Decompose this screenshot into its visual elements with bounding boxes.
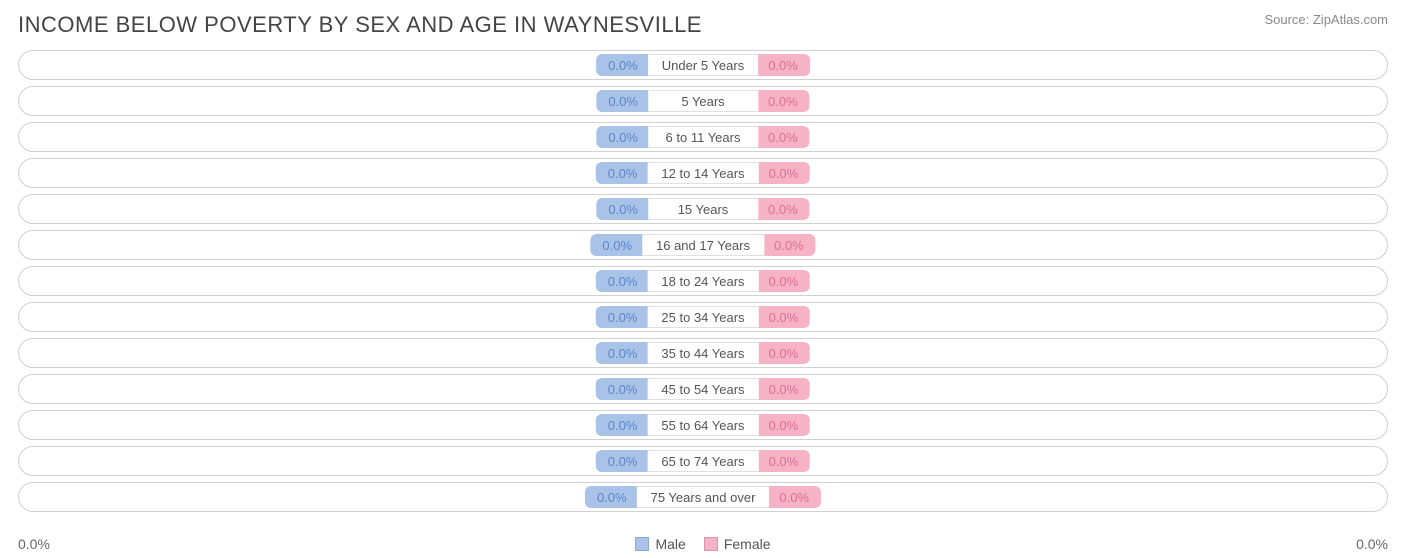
row-center-stack: 0.0%55 to 64 Years0.0%	[596, 414, 810, 436]
legend-swatch-male	[635, 537, 649, 551]
row-center-stack: 0.0%6 to 11 Years0.0%	[596, 126, 809, 148]
chart-row: 0.0%65 to 74 Years0.0%	[18, 444, 1388, 478]
row-category-label: 5 Years	[648, 90, 758, 112]
row-center-stack: 0.0%35 to 44 Years0.0%	[596, 342, 810, 364]
bar-female: 0.0%	[759, 342, 811, 364]
bar-male: 0.0%	[596, 306, 648, 328]
legend: Male Female	[635, 536, 770, 552]
bar-female: 0.0%	[759, 450, 811, 472]
row-center-stack: 0.0%Under 5 Years0.0%	[596, 54, 810, 76]
bar-male: 0.0%	[596, 54, 648, 76]
chart-title: INCOME BELOW POVERTY BY SEX AND AGE IN W…	[18, 12, 702, 38]
legend-item-male: Male	[635, 536, 685, 552]
chart-row: 0.0%55 to 64 Years0.0%	[18, 408, 1388, 442]
legend-label-female: Female	[724, 536, 771, 552]
bar-male: 0.0%	[596, 162, 648, 184]
row-category-label: 12 to 14 Years	[647, 162, 758, 184]
legend-item-female: Female	[704, 536, 771, 552]
chart-row: 0.0%15 Years0.0%	[18, 192, 1388, 226]
bar-female: 0.0%	[758, 54, 810, 76]
bar-female: 0.0%	[758, 198, 810, 220]
chart-row: 0.0%75 Years and over0.0%	[18, 480, 1388, 514]
bar-female: 0.0%	[759, 414, 811, 436]
bar-female: 0.0%	[764, 234, 816, 256]
bar-male: 0.0%	[590, 234, 642, 256]
source-label: Source: ZipAtlas.com	[1264, 12, 1388, 27]
bar-female: 0.0%	[758, 90, 810, 112]
bar-female: 0.0%	[759, 306, 811, 328]
legend-label-male: Male	[655, 536, 685, 552]
bar-male: 0.0%	[596, 378, 648, 400]
bar-male: 0.0%	[596, 198, 648, 220]
row-category-label: 75 Years and over	[637, 486, 770, 508]
bar-male: 0.0%	[596, 90, 648, 112]
row-center-stack: 0.0%12 to 14 Years0.0%	[596, 162, 810, 184]
row-center-stack: 0.0%15 Years0.0%	[596, 198, 809, 220]
axis-left-label: 0.0%	[18, 536, 50, 552]
chart-row: 0.0%6 to 11 Years0.0%	[18, 120, 1388, 154]
chart-row: 0.0%25 to 34 Years0.0%	[18, 300, 1388, 334]
diverging-bar-chart: 0.0%Under 5 Years0.0%0.0%5 Years0.0%0.0%…	[18, 48, 1388, 514]
bar-male: 0.0%	[596, 450, 648, 472]
bar-female: 0.0%	[769, 486, 821, 508]
chart-row: 0.0%12 to 14 Years0.0%	[18, 156, 1388, 190]
bar-male: 0.0%	[596, 414, 648, 436]
row-center-stack: 0.0%25 to 34 Years0.0%	[596, 306, 810, 328]
row-category-label: 45 to 54 Years	[647, 378, 758, 400]
chart-row: 0.0%Under 5 Years0.0%	[18, 48, 1388, 82]
chart-footer: 0.0% Male Female 0.0%	[18, 536, 1388, 552]
row-category-label: Under 5 Years	[648, 54, 758, 76]
row-center-stack: 0.0%18 to 24 Years0.0%	[596, 270, 810, 292]
row-category-label: 25 to 34 Years	[647, 306, 758, 328]
legend-swatch-female	[704, 537, 718, 551]
bar-female: 0.0%	[758, 126, 810, 148]
row-center-stack: 0.0%75 Years and over0.0%	[585, 486, 821, 508]
bar-female: 0.0%	[759, 378, 811, 400]
chart-row: 0.0%16 and 17 Years0.0%	[18, 228, 1388, 262]
bar-male: 0.0%	[596, 126, 648, 148]
axis-right-label: 0.0%	[1356, 536, 1388, 552]
bar-male: 0.0%	[585, 486, 637, 508]
row-center-stack: 0.0%65 to 74 Years0.0%	[596, 450, 810, 472]
chart-row: 0.0%35 to 44 Years0.0%	[18, 336, 1388, 370]
bar-female: 0.0%	[759, 162, 811, 184]
row-category-label: 6 to 11 Years	[648, 126, 758, 148]
row-category-label: 18 to 24 Years	[647, 270, 758, 292]
chart-row: 0.0%18 to 24 Years0.0%	[18, 264, 1388, 298]
row-center-stack: 0.0%16 and 17 Years0.0%	[590, 234, 815, 256]
chart-row: 0.0%5 Years0.0%	[18, 84, 1388, 118]
header: INCOME BELOW POVERTY BY SEX AND AGE IN W…	[18, 12, 1388, 38]
row-category-label: 16 and 17 Years	[642, 234, 764, 256]
row-center-stack: 0.0%45 to 54 Years0.0%	[596, 378, 810, 400]
row-center-stack: 0.0%5 Years0.0%	[596, 90, 809, 112]
bar-male: 0.0%	[596, 270, 648, 292]
row-category-label: 55 to 64 Years	[647, 414, 758, 436]
row-category-label: 15 Years	[648, 198, 758, 220]
bar-female: 0.0%	[759, 270, 811, 292]
bar-male: 0.0%	[596, 342, 648, 364]
row-category-label: 35 to 44 Years	[647, 342, 758, 364]
chart-row: 0.0%45 to 54 Years0.0%	[18, 372, 1388, 406]
row-category-label: 65 to 74 Years	[647, 450, 758, 472]
